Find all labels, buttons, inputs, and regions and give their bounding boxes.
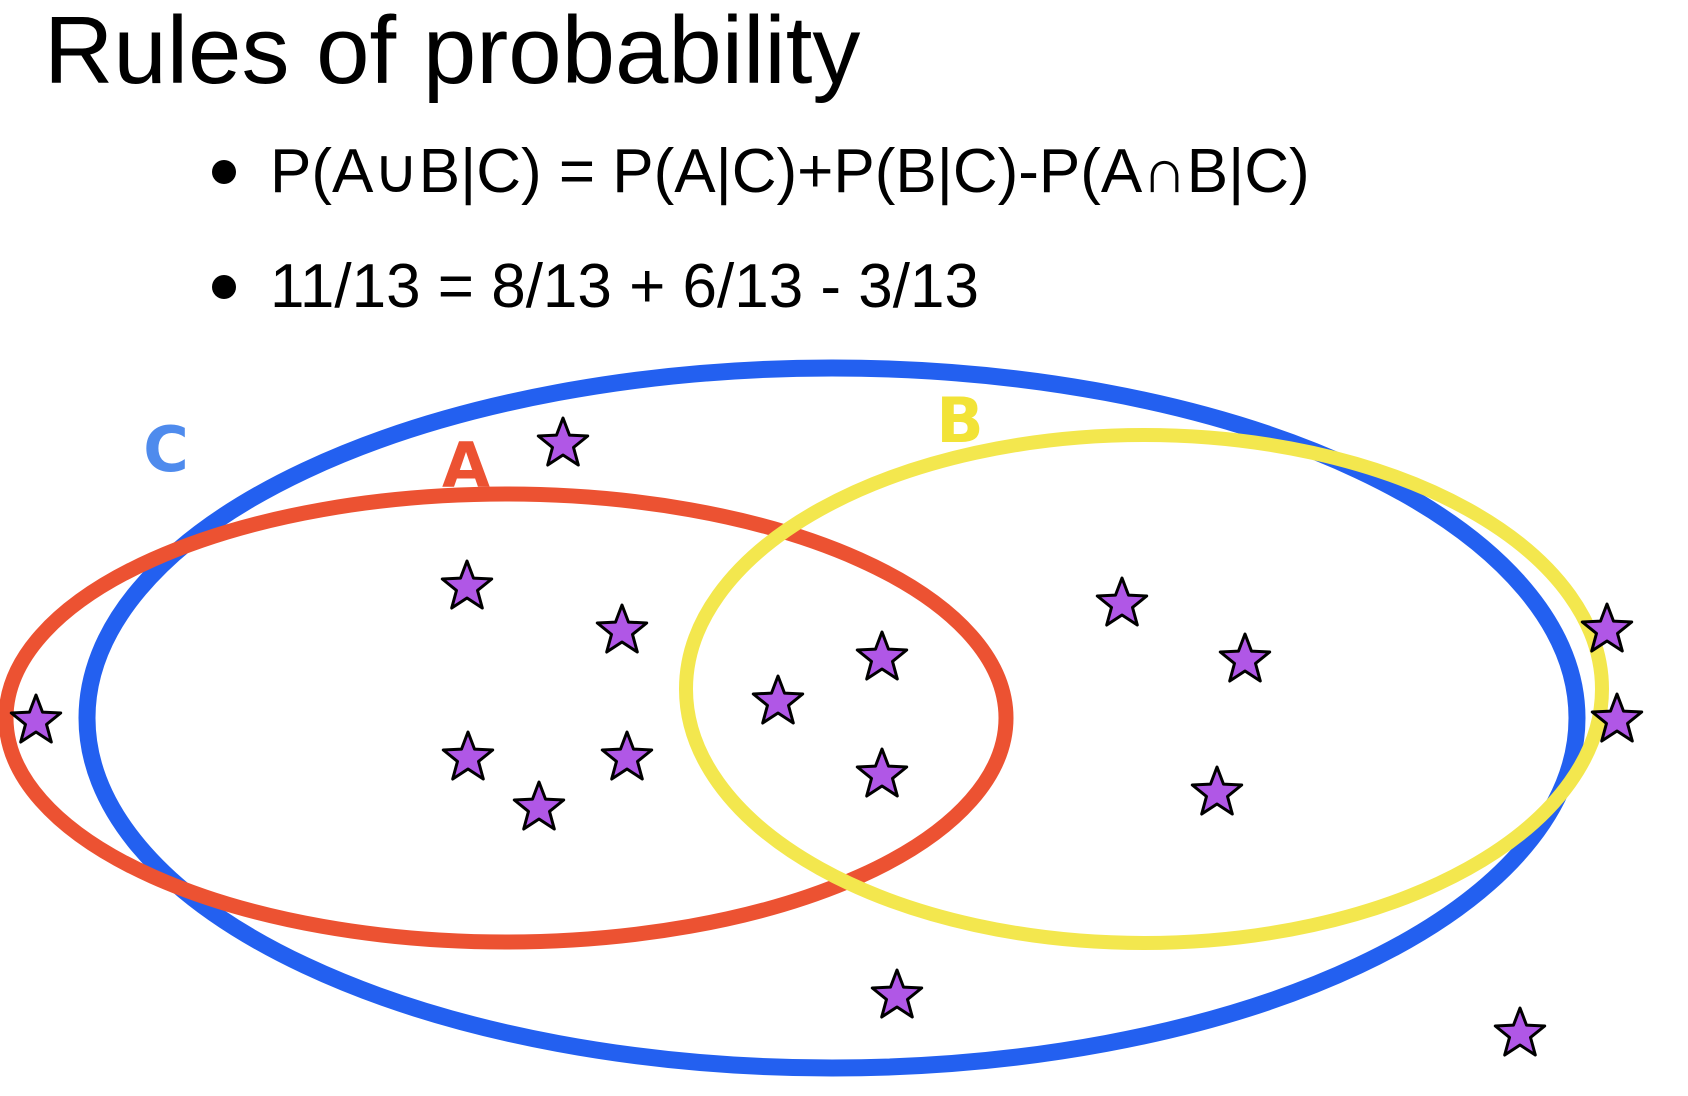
star-icon [600, 730, 654, 781]
star-icon [9, 693, 63, 744]
bullet-dot-icon [212, 275, 236, 299]
element-stars [9, 416, 1644, 1057]
star-icon [536, 416, 590, 467]
set-c-ellipse [78, 359, 1586, 1077]
star-icon [855, 747, 909, 798]
star-icon [441, 730, 495, 781]
union-rule-formula: P(A∪B|C) = P(A|C)+P(B|C)-P(A∩B|C) [270, 137, 1310, 206]
set-c-label: C [143, 413, 189, 486]
set-b-label: B [936, 384, 983, 457]
star-icon [855, 630, 909, 681]
star-icon [870, 968, 924, 1019]
star-icon [512, 780, 566, 831]
star-icon [1190, 765, 1244, 816]
star-icon [751, 674, 805, 725]
star-icon [1493, 1006, 1547, 1057]
set-b-ellipse [679, 428, 1609, 950]
bullet-dot-icon [212, 160, 236, 184]
set-a-ellipse [0, 486, 1014, 950]
slide-title: Rules of probability [44, 0, 861, 104]
star-icon [1590, 692, 1644, 743]
star-icon [1218, 632, 1272, 683]
star-icon [595, 603, 649, 654]
star-icon [440, 559, 494, 610]
numeric-example-formula: 11/13 = 8/13 + 6/13 - 3/13 [270, 252, 979, 321]
set-a-label: A [442, 429, 490, 502]
star-icon [1095, 576, 1149, 627]
star-icon [1580, 602, 1634, 653]
